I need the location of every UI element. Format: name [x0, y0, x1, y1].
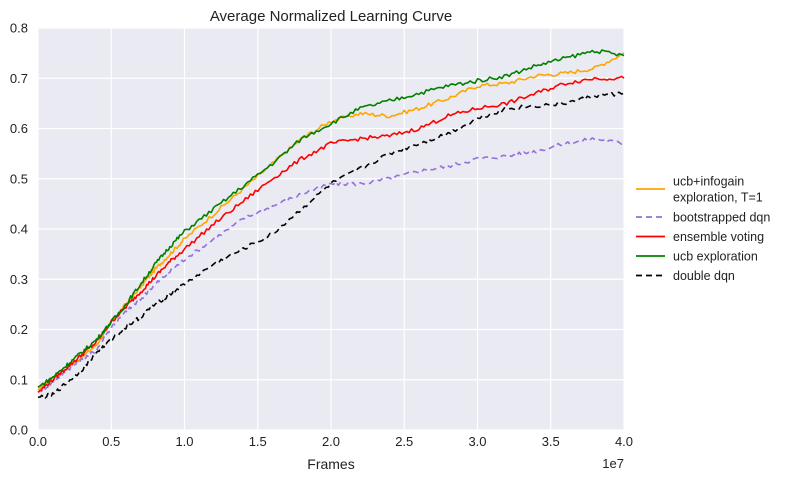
chart-title: Average Normalized Learning Curve	[210, 8, 452, 25]
legend: ucb+infogain exploration, T=1 bootstrapped…	[636, 175, 770, 283]
series-line-bootstrapped-dqn	[37, 137, 625, 393]
legend-label-double-dqn: double dqn	[673, 269, 735, 283]
x-tick-label: 3.0	[468, 434, 486, 449]
x-axis-label: Frames	[307, 456, 354, 472]
series-line-double-dqn	[37, 91, 625, 399]
legend-label-bootstrapped-dqn: bootstrapped dqn	[673, 211, 770, 225]
y-tick-label: 0.0	[10, 423, 28, 438]
y-tick-label: 0.3	[10, 272, 28, 287]
y-tick-label: 0.6	[10, 121, 28, 136]
y-tick-label: 0.5	[10, 171, 28, 186]
y-tick-label: 0.1	[10, 372, 28, 387]
grid-lines	[37, 27, 625, 431]
x-tick-label: 0.5	[102, 434, 120, 449]
legend-label-ucb-infogain-exploration-t-1: exploration, T=1	[673, 191, 763, 205]
series-lines	[37, 49, 625, 399]
y-tick-label: 0.2	[10, 322, 28, 337]
legend-label-ucb-infogain-exploration-t-1: ucb+infogain	[673, 175, 744, 189]
legend-label-ucb-exploration: ucb exploration	[673, 250, 758, 264]
x-tick-label: 1.5	[249, 434, 267, 449]
x-tick-label: 1.0	[175, 434, 193, 449]
tick-labels: 0.0 0.5 1.0 1.5 2.0 2.5 3.0 3.5 4.0 0.0 0.1 0.2 0.3 0…	[10, 21, 633, 450]
x-tick-label: 2.0	[322, 434, 340, 449]
x-tick-label: 0.0	[29, 434, 47, 449]
y-tick-label: 0.4	[10, 222, 28, 237]
x-tick-label: 4.0	[615, 434, 633, 449]
legend-label-ensemble-voting: ensemble voting	[673, 230, 764, 244]
x-tick-label: 2.5	[395, 434, 413, 449]
x-axis-scale-label: 1e7	[602, 456, 624, 471]
series-line-ucb-exploration	[37, 49, 625, 388]
x-tick-label: 3.5	[542, 434, 560, 449]
y-tick-label: 0.7	[10, 71, 28, 86]
y-tick-label: 0.8	[10, 21, 28, 36]
